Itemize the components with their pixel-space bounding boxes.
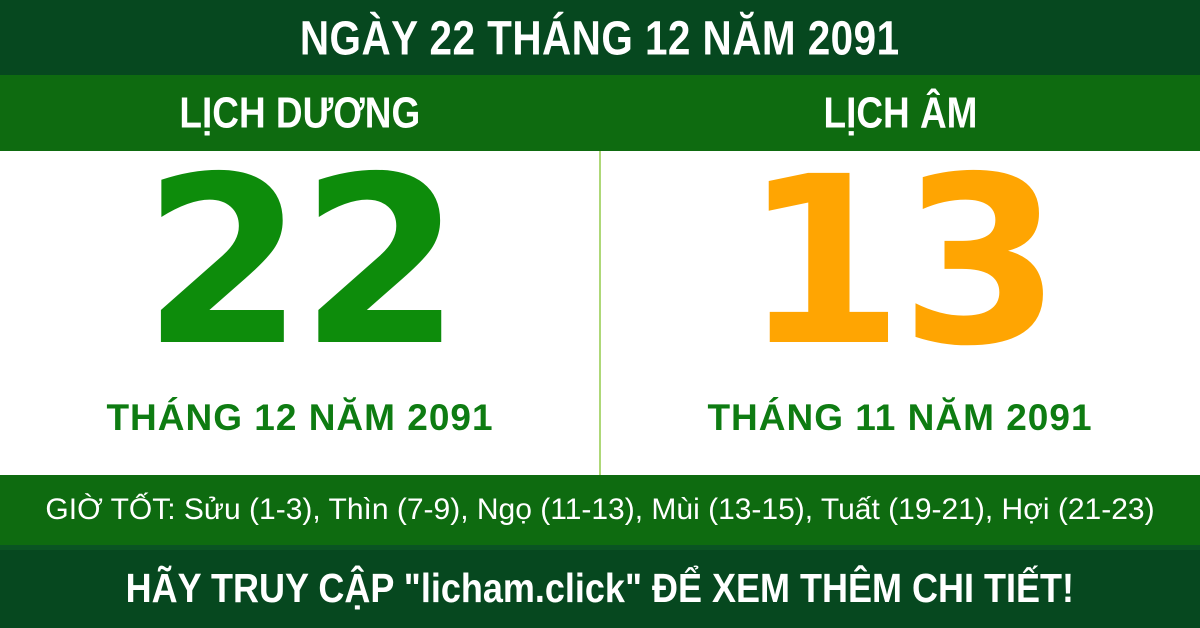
- cta-bar: HÃY TRUY CẬP "licham.click" ĐỂ XEM THÊM …: [0, 545, 1200, 628]
- solar-month-year: THÁNG 12 NĂM 2091: [106, 397, 494, 438]
- solar-header-label: LỊCH DƯƠNG: [179, 88, 421, 137]
- date-title: NGÀY 22 THÁNG 12 NĂM 2091: [300, 10, 900, 65]
- panel-divider: [599, 151, 601, 475]
- lunar-header-label: LỊCH ÂM: [822, 88, 977, 137]
- good-hours-bar: GIỜ TỐT: Sửu (1-3), Thìn (7-9), Ngọ (11-…: [0, 475, 1200, 545]
- solar-header-cell: LỊCH DƯƠNG: [0, 75, 600, 151]
- lunar-month-year: THÁNG 11 NĂM 2091: [707, 397, 1093, 438]
- lunar-header-cell: LỊCH ÂM: [600, 75, 1200, 151]
- solar-panel: 22 THÁNG 12 NĂM 2091: [0, 127, 600, 475]
- solar-day-number: 22: [142, 127, 462, 397]
- calendar-body: 22 THÁNG 12 NĂM 2091 13 THÁNG 11 NĂM 209…: [0, 127, 1200, 475]
- calendar-type-header: LỊCH DƯƠNG LỊCH ÂM: [0, 75, 1200, 151]
- good-hours-text: GIỜ TỐT: Sửu (1-3), Thìn (7-9), Ngọ (11-…: [45, 493, 1155, 526]
- lunar-panel: 13 THÁNG 11 NĂM 2091: [600, 127, 1200, 475]
- lunar-day-number: 13: [742, 127, 1062, 397]
- cta-text: HÃY TRUY CẬP "licham.click" ĐỂ XEM THÊM …: [125, 566, 1075, 611]
- date-title-bar: NGÀY 22 THÁNG 12 NĂM 2091: [0, 0, 1200, 75]
